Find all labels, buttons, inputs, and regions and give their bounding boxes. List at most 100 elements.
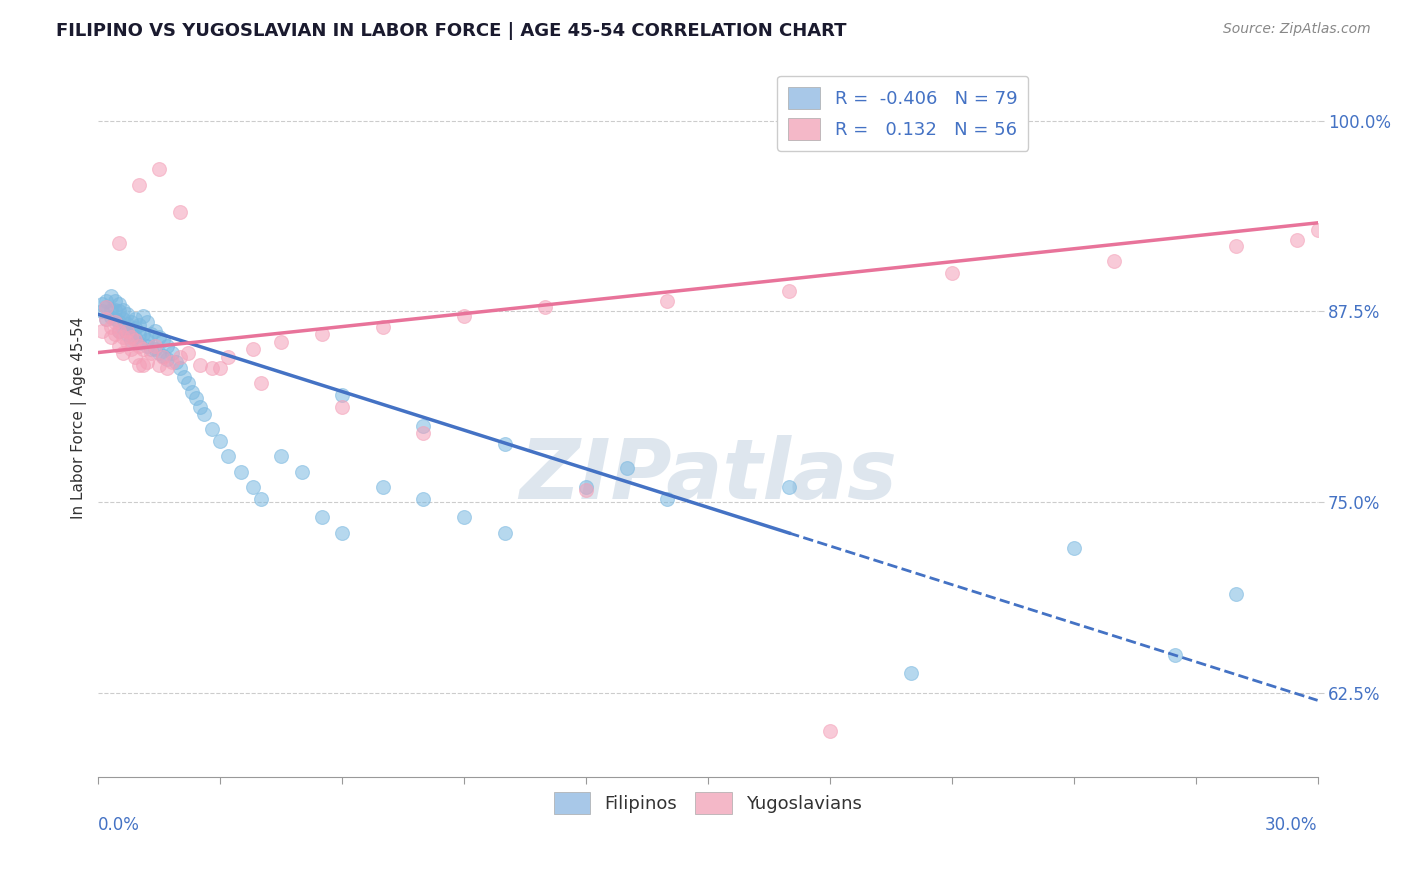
Point — [229, 465, 252, 479]
Point — [111, 330, 134, 344]
Point — [120, 324, 142, 338]
Point — [100, 310, 122, 325]
Point — [96, 312, 118, 326]
Point — [91, 324, 114, 338]
Point — [575, 480, 598, 494]
Point — [136, 315, 159, 329]
Point — [104, 312, 127, 326]
Point — [371, 480, 394, 494]
Point — [209, 360, 232, 375]
Legend: Filipinos, Yugoslavians: Filipinos, Yugoslavians — [547, 785, 869, 822]
Point — [141, 343, 163, 357]
Point — [136, 339, 159, 353]
Point — [107, 315, 129, 329]
Point — [148, 330, 170, 344]
Point — [128, 178, 150, 192]
Point — [173, 370, 195, 384]
Point — [107, 304, 129, 318]
Point — [91, 296, 114, 310]
Point — [188, 358, 211, 372]
Point — [217, 350, 239, 364]
Point — [100, 302, 122, 317]
Point — [188, 401, 211, 415]
Point — [412, 491, 434, 506]
Point — [143, 324, 166, 338]
Point — [111, 302, 134, 317]
Point — [242, 480, 264, 494]
Point — [453, 309, 475, 323]
Point — [250, 491, 273, 506]
Point — [115, 307, 138, 321]
Point — [120, 343, 142, 357]
Point — [124, 312, 146, 326]
Point — [96, 293, 118, 308]
Point — [177, 345, 200, 359]
Text: ZIPatlas: ZIPatlas — [519, 435, 897, 516]
Text: 30.0%: 30.0% — [1265, 816, 1317, 834]
Point — [104, 293, 127, 308]
Point — [128, 358, 150, 372]
Point — [120, 315, 142, 329]
Point — [250, 376, 273, 390]
Point — [290, 465, 312, 479]
Point — [107, 324, 129, 338]
Point — [1225, 586, 1247, 600]
Point — [124, 350, 146, 364]
Point — [100, 330, 122, 344]
Point — [111, 345, 134, 359]
Point — [778, 285, 800, 299]
Point — [136, 354, 159, 368]
Point — [160, 345, 183, 359]
Point — [143, 343, 166, 357]
Point — [180, 385, 202, 400]
Point — [104, 315, 127, 329]
Text: 0.0%: 0.0% — [98, 816, 141, 834]
Point — [141, 327, 163, 342]
Point — [209, 434, 232, 448]
Point — [152, 350, 174, 364]
Point — [160, 354, 183, 368]
Point — [311, 327, 333, 342]
Point — [165, 354, 187, 368]
Point — [107, 296, 129, 310]
Point — [132, 309, 155, 323]
Point — [96, 312, 118, 326]
Point — [115, 324, 138, 338]
Point — [1306, 223, 1329, 237]
Text: Source: ZipAtlas.com: Source: ZipAtlas.com — [1223, 22, 1371, 37]
Point — [107, 235, 129, 250]
Point — [96, 300, 118, 314]
Point — [115, 334, 138, 349]
Point — [1063, 541, 1085, 555]
Point — [124, 321, 146, 335]
Point — [152, 334, 174, 348]
Point — [96, 300, 118, 314]
Point — [132, 343, 155, 357]
Point — [104, 302, 127, 317]
Point — [900, 665, 922, 680]
Point — [148, 358, 170, 372]
Point — [242, 343, 264, 357]
Point — [91, 304, 114, 318]
Text: FILIPINO VS YUGOSLAVIAN IN LABOR FORCE | AGE 45-54 CORRELATION CHART: FILIPINO VS YUGOSLAVIAN IN LABOR FORCE |… — [56, 22, 846, 40]
Point — [1104, 254, 1126, 268]
Point — [132, 358, 155, 372]
Point — [100, 319, 122, 334]
Point — [128, 339, 150, 353]
Point — [193, 407, 215, 421]
Point — [107, 339, 129, 353]
Point — [1225, 238, 1247, 252]
Point — [124, 330, 146, 344]
Point — [330, 525, 353, 540]
Point — [453, 510, 475, 524]
Point — [330, 401, 353, 415]
Point — [156, 351, 179, 366]
Point — [941, 266, 963, 280]
Point — [136, 334, 159, 348]
Point — [177, 376, 200, 390]
Point — [330, 388, 353, 402]
Point — [657, 293, 679, 308]
Point — [818, 723, 841, 738]
Point — [311, 510, 333, 524]
Point — [128, 318, 150, 332]
